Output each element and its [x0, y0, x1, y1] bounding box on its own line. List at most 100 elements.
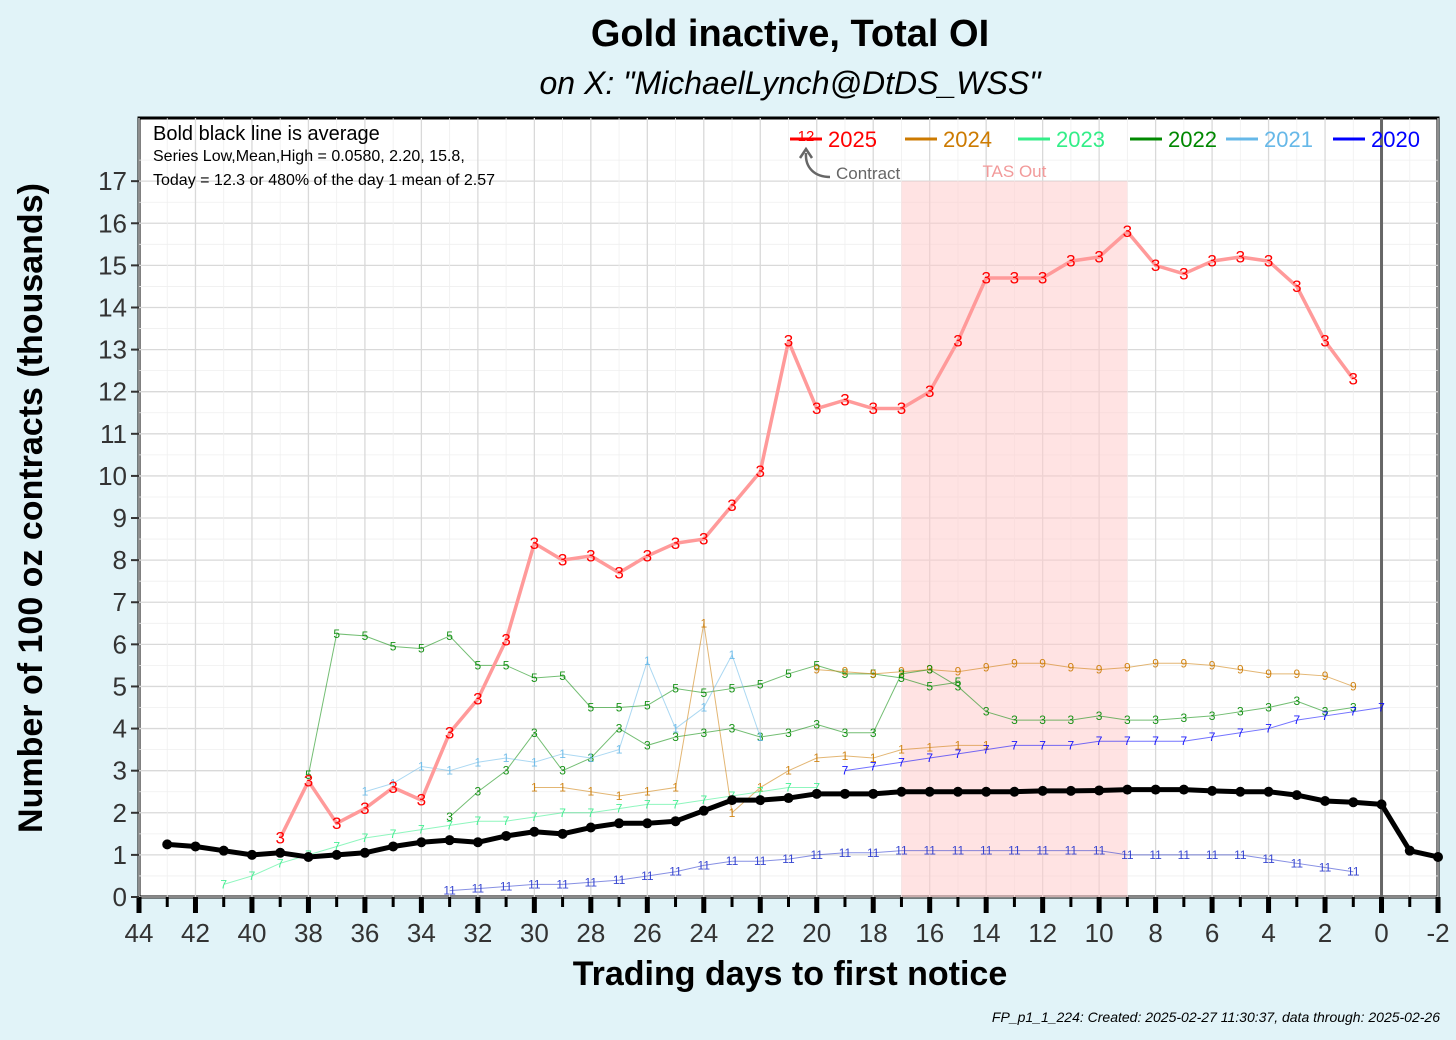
- y-tick-label: 0: [113, 882, 127, 912]
- series-point-label: 11: [1036, 844, 1049, 858]
- y-tick-label: 11: [100, 419, 127, 449]
- series-point-label: 11: [1121, 848, 1134, 862]
- series-2025-point-label: 3: [501, 631, 510, 650]
- series-point-label: 1: [559, 781, 566, 795]
- x-axis-title: Trading days to first notice: [573, 955, 1008, 993]
- series-point-label: 11: [556, 877, 569, 891]
- legend-label: 2022: [1168, 127, 1217, 152]
- y-tick-label: 17: [98, 166, 127, 196]
- series-point-label: 1: [983, 738, 990, 752]
- series-point-label: 3: [813, 717, 820, 731]
- x-tick-label: 38: [294, 918, 323, 948]
- x-tick-label: 26: [633, 918, 662, 948]
- series-2025-point-label: 3: [614, 563, 623, 582]
- average-point: [811, 788, 822, 799]
- series-point-label: 9: [1237, 663, 1244, 677]
- series-point-label: 7: [390, 827, 397, 841]
- series-point-label: 1: [587, 785, 594, 799]
- series-point-label: 5: [644, 698, 651, 712]
- average-point: [670, 816, 681, 827]
- average-point: [783, 793, 794, 804]
- series-point-label: 3: [842, 726, 849, 740]
- series-point-label: 7: [1124, 734, 1131, 748]
- series-point-label: 11: [811, 848, 824, 862]
- series-point-label: 7: [475, 814, 482, 828]
- average-point: [1065, 785, 1076, 796]
- series-point-label: 9: [1011, 656, 1018, 670]
- series-point-label: 7: [249, 869, 256, 883]
- series-point-label: 9: [1096, 663, 1103, 677]
- contract-note: Contract: [836, 164, 901, 183]
- y-tick-label: 2: [113, 798, 127, 828]
- average-point: [755, 795, 766, 806]
- average-point: [529, 826, 540, 837]
- legend-label: 2024: [943, 127, 992, 152]
- series-2025-point-label: 3: [671, 534, 680, 553]
- series-point-label: 11: [754, 854, 767, 868]
- average-point: [727, 795, 738, 806]
- series-point-label: 5: [729, 682, 736, 696]
- series-point-label: 11: [669, 865, 682, 879]
- series-point-label: 7: [1152, 734, 1159, 748]
- series-point-label: 7: [333, 839, 340, 853]
- series-point-label: 1: [898, 743, 905, 757]
- x-tick-label: 22: [746, 918, 775, 948]
- average-point: [557, 828, 568, 839]
- y-tick-label: 5: [113, 671, 127, 701]
- average-point: [331, 849, 342, 860]
- series-2025-point-label: 3: [1066, 252, 1075, 271]
- series-point-label: 7: [1039, 738, 1046, 752]
- series-line-7b: [223, 787, 817, 885]
- x-tick-label: 16: [915, 918, 944, 948]
- series-point-label: 1: [362, 785, 369, 799]
- series-point-label: 7: [503, 814, 510, 828]
- series-2025-point-label: 3: [586, 546, 595, 565]
- series-2025-point-label: 3: [1207, 252, 1216, 271]
- series-point-label: 1: [870, 751, 877, 765]
- x-tick-label: 2: [1318, 918, 1332, 948]
- series-point-label: 1: [729, 806, 736, 820]
- series-point-label: 1: [672, 722, 679, 736]
- series-point-label: 7: [926, 751, 933, 765]
- y-tick-label: 10: [98, 461, 127, 491]
- stats-note: Series Low,Mean,High = 0.0580, 2.20, 15.…: [153, 148, 465, 165]
- series-point-label: 11: [839, 846, 852, 860]
- series-point-label: 11: [1206, 848, 1219, 862]
- series-point-label: 7: [983, 743, 990, 757]
- series-point-label: 3: [785, 726, 792, 740]
- series-point-label: 11: [472, 882, 485, 896]
- series-2025-point-label: 3: [417, 791, 426, 810]
- series-point-label: 9: [1265, 667, 1272, 681]
- series-2025-point-label: 3: [1236, 247, 1245, 266]
- average-point: [614, 818, 625, 829]
- series-point-label: 7: [531, 810, 538, 824]
- series-point-label: 1: [644, 785, 651, 799]
- series-point-label: 7: [1350, 705, 1357, 719]
- series-point-label: 5: [842, 667, 849, 681]
- series-point-label: 7: [1265, 722, 1272, 736]
- series-2025-point-label: 3: [332, 814, 341, 833]
- series-point-label: 1: [587, 751, 594, 765]
- y-tick-label: 6: [113, 629, 127, 659]
- series-point-label: 11: [641, 869, 654, 883]
- series-2025-point-label: 3: [360, 799, 369, 818]
- series-point-label: 1: [616, 743, 623, 757]
- series-point-label: 11: [698, 858, 711, 872]
- series-point-label: 7: [1181, 734, 1188, 748]
- series-point-label: 7: [813, 781, 820, 795]
- average-point: [1291, 790, 1302, 801]
- contract-annotation: Contract: [798, 146, 901, 183]
- series-point-label: 9: [1350, 679, 1357, 693]
- series-2025-point-label: 3: [304, 772, 313, 791]
- series-point-label: 5: [785, 667, 792, 681]
- average-point: [162, 839, 173, 850]
- x-tick-label: 20: [802, 918, 831, 948]
- series-2025-point-label: 3: [1151, 256, 1160, 275]
- series-point-label: 5: [559, 669, 566, 683]
- average-point: [1433, 851, 1443, 862]
- average-point: [642, 818, 653, 829]
- y-tick-label: 7: [113, 587, 127, 617]
- series-point-label: 3: [644, 738, 651, 752]
